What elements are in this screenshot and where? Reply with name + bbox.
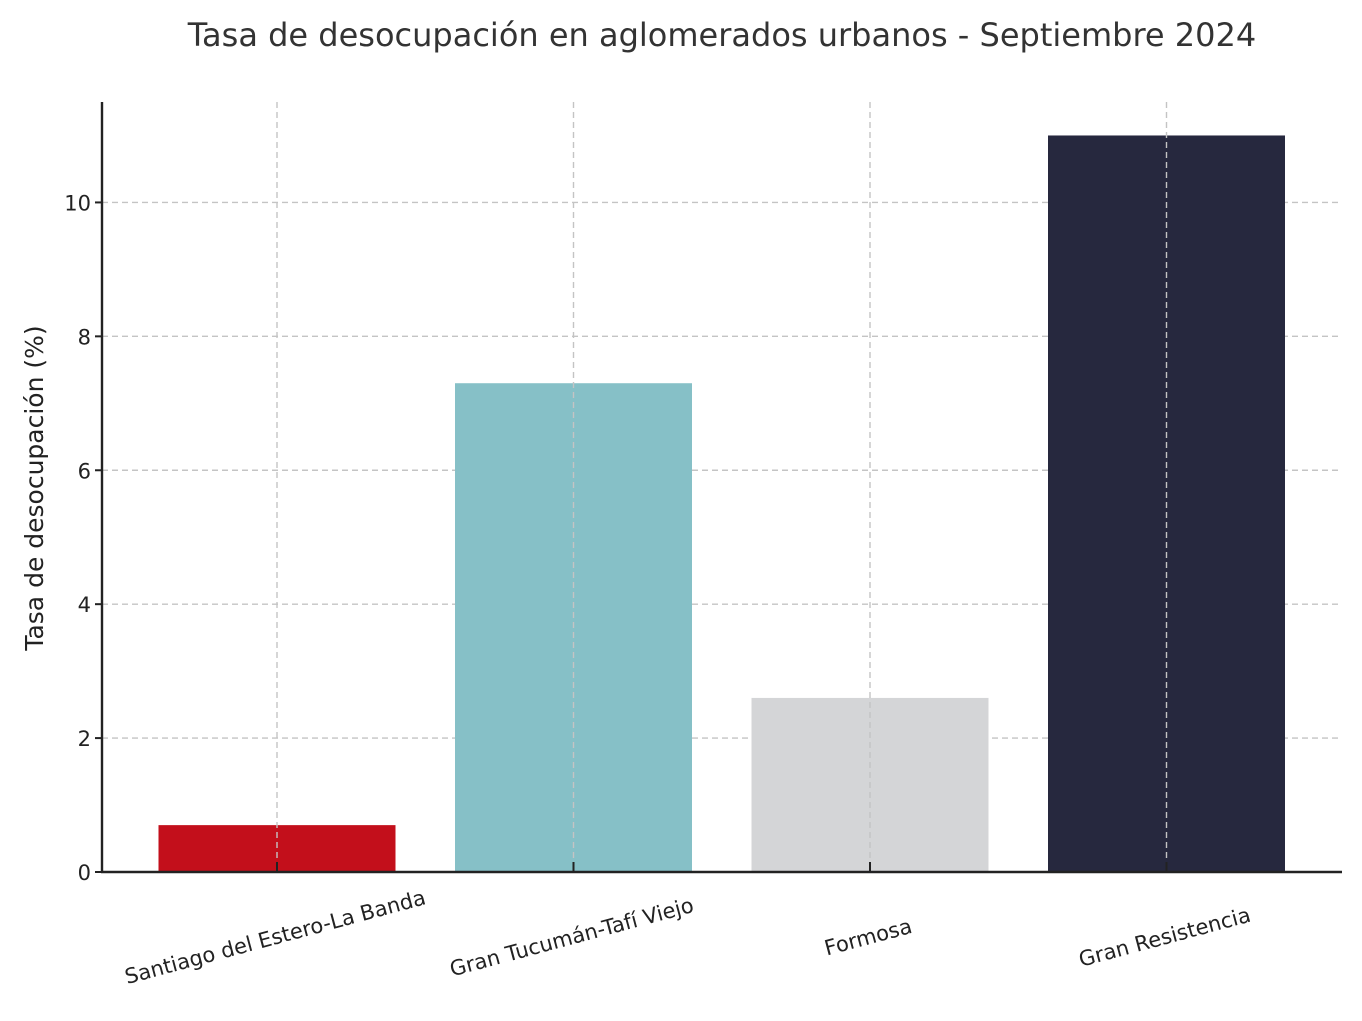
bars (158, 135, 1285, 872)
y-tick-label: 6 (78, 459, 91, 483)
vertical-grid (276, 102, 1168, 872)
x-tick-label: Gran Tucumán-Tafí Viejo (447, 893, 696, 981)
y-tick-label: 10 (64, 191, 91, 215)
y-tick-label: 4 (78, 593, 91, 617)
x-axis-ticks: Santiago del Estero-La Banda Gran Tucumán… (122, 862, 1253, 989)
axes (100, 102, 1342, 874)
x-tick-label: Santiago del Estero-La Banda (122, 885, 428, 989)
x-tick-label: Gran Resistencia (1076, 903, 1253, 972)
y-tick-label: 2 (78, 727, 91, 751)
x-tick-label: Formosa (822, 914, 915, 960)
y-axis-ticks: 0 2 4 6 8 10 (64, 191, 102, 885)
y-tick-label: 8 (78, 325, 91, 349)
y-tick-label: 0 (78, 861, 91, 885)
chart-title: Tasa de desocupación en aglomerados urba… (187, 16, 1256, 54)
y-axis-label: Tasa de desocupación (%) (20, 325, 49, 651)
